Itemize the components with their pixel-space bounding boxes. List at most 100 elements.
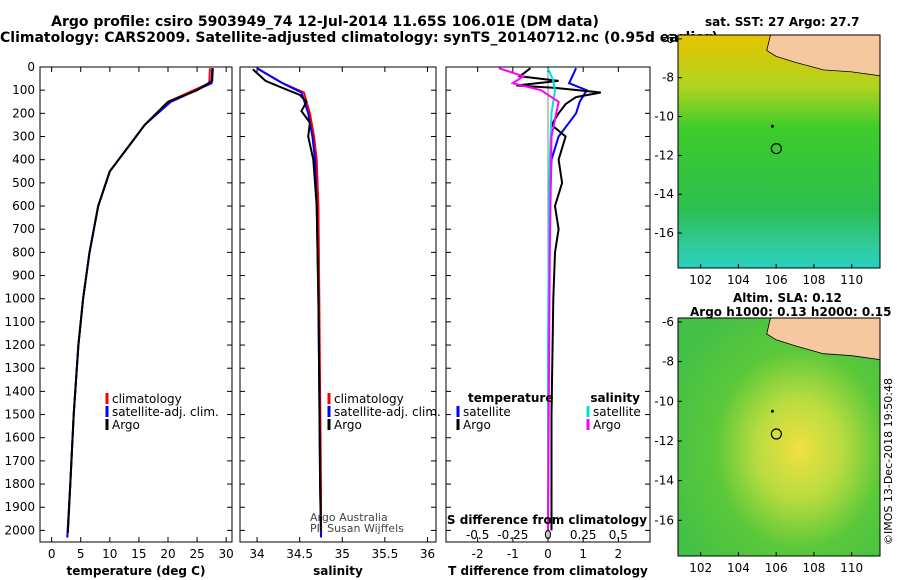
legend-entry-p0: Argo bbox=[112, 418, 140, 432]
y-tick-label: 1200 bbox=[4, 338, 35, 352]
series-line-p1-1 bbox=[256, 67, 322, 538]
series-line-p0-2 bbox=[66, 68, 214, 533]
x-tick-label: 35.5 bbox=[372, 547, 399, 561]
y-tick-label: 1400 bbox=[4, 384, 35, 398]
y-tick-label: 2000 bbox=[4, 523, 35, 537]
map-field bbox=[678, 35, 880, 268]
legend-s-argo: Argo bbox=[593, 418, 621, 432]
map-panel-0 bbox=[677, 34, 881, 269]
x-tick-label: 15 bbox=[131, 547, 146, 561]
map-y-tick-label: -14 bbox=[654, 474, 674, 488]
map-x-tick-label: 108 bbox=[802, 273, 825, 287]
x-axis-label: T difference from climatology bbox=[448, 564, 648, 578]
argo-position-marker bbox=[770, 142, 782, 155]
x-tick-label: 1 bbox=[579, 547, 587, 561]
y-tick-label: 1700 bbox=[4, 454, 35, 468]
map-y-tick-label: -12 bbox=[654, 434, 674, 448]
legend-header-temperature: temperature bbox=[468, 391, 553, 405]
secondary-x-axis-label: S difference from climatology bbox=[447, 513, 647, 527]
legend-entry-p1: Argo bbox=[334, 418, 362, 432]
map-y-tick-label: -12 bbox=[654, 148, 674, 162]
y-tick-label: 300 bbox=[12, 130, 35, 144]
map-x-tick-label: 106 bbox=[765, 561, 788, 575]
map-x-tick-label: 104 bbox=[727, 273, 750, 287]
series-line-p1-0 bbox=[256, 67, 322, 538]
secondary-x-tick-label: -0.25 bbox=[497, 528, 528, 542]
secondary-x-tick-label: 0 bbox=[544, 528, 552, 542]
legend-entry-p0: satellite-adj. clim. bbox=[112, 405, 219, 419]
x-tick-label: 35 bbox=[335, 547, 350, 561]
axes-frame-1 bbox=[239, 66, 437, 543]
map-field bbox=[678, 318, 880, 556]
legend-entry-p1: satellite-adj. clim. bbox=[334, 405, 441, 419]
map-x-tick-label: 110 bbox=[840, 273, 863, 287]
y-tick-label: 600 bbox=[12, 199, 35, 213]
x-tick-label: 20 bbox=[160, 547, 175, 561]
x-tick-label: 30 bbox=[219, 547, 234, 561]
x-tick-label: 0 bbox=[48, 547, 56, 561]
x-tick-label: 0 bbox=[544, 547, 552, 561]
title-line-2: Climatology: CARS2009. Satellite-adjuste… bbox=[0, 30, 718, 46]
map-x-tick-label: 110 bbox=[840, 561, 863, 575]
legend-entry-p1: climatology bbox=[334, 392, 404, 406]
y-tick-label: 0 bbox=[27, 60, 35, 74]
map-x-tick-label: 102 bbox=[689, 561, 712, 575]
x-tick-label: 36 bbox=[420, 547, 435, 561]
map-x-tick-label: 104 bbox=[727, 561, 750, 575]
map-y-tick-label: -8 bbox=[662, 71, 674, 85]
map-y-tick-label: -16 bbox=[654, 513, 674, 527]
legend-t-argo: Argo bbox=[463, 418, 491, 432]
map-top-title: sat. SST: 27 Argo: 27.7 bbox=[705, 15, 860, 29]
series-line-p2-3 bbox=[498, 67, 560, 531]
x-tick-label: 25 bbox=[189, 547, 204, 561]
x-tick-label: 34 bbox=[249, 547, 264, 561]
y-tick-label: 1000 bbox=[4, 292, 35, 306]
y-tick-label: 500 bbox=[12, 176, 35, 190]
axes-frame-0 bbox=[39, 66, 233, 543]
y-tick-label: 1800 bbox=[4, 477, 35, 491]
map-y-tick-label: -16 bbox=[654, 226, 674, 240]
legend-s-satellite: satellite bbox=[593, 405, 641, 419]
argo-position-marker bbox=[770, 428, 782, 440]
map-y-tick-label: -14 bbox=[654, 187, 674, 201]
map-bottom-title-2: Argo h1000: 0.13 h2000: 0.15 bbox=[690, 305, 892, 319]
y-tick-label: 1500 bbox=[4, 408, 35, 422]
credit-pi: PI: Susan Wijffels bbox=[310, 522, 404, 535]
map-frame bbox=[677, 34, 881, 269]
credit-argo-australia: Argo Australia bbox=[310, 511, 388, 524]
series-line-p1-2 bbox=[252, 68, 322, 531]
y-tick-label: 800 bbox=[12, 245, 35, 259]
map-bottom-title-1: Altim. SLA: 0.12 bbox=[733, 291, 842, 305]
legend-entry-p0: climatology bbox=[112, 392, 182, 406]
series-line-p0-1 bbox=[66, 68, 214, 538]
x-tick-label: 5 bbox=[77, 547, 85, 561]
x-tick-label: -1 bbox=[507, 547, 519, 561]
series-line-p0-0 bbox=[66, 68, 211, 538]
y-tick-label: 400 bbox=[12, 153, 35, 167]
map-y-tick-label: -6 bbox=[662, 32, 674, 46]
y-tick-label: 200 bbox=[12, 106, 35, 120]
x-tick-label: 2 bbox=[615, 547, 623, 561]
y-tick-label: 100 bbox=[12, 83, 35, 97]
map-x-tick-label: 108 bbox=[802, 561, 825, 575]
map-panel-1 bbox=[677, 317, 881, 557]
x-axis-label: temperature (deg C) bbox=[67, 564, 206, 578]
y-tick-label: 1900 bbox=[4, 500, 35, 514]
previous-position-marker bbox=[770, 409, 774, 413]
secondary-x-tick-label: -0.5 bbox=[466, 528, 489, 542]
map-y-tick-label: -8 bbox=[662, 355, 674, 369]
y-tick-label: 1100 bbox=[4, 315, 35, 329]
y-tick-label: 900 bbox=[12, 269, 35, 283]
y-tick-label: 700 bbox=[12, 222, 35, 236]
secondary-x-tick-label: 0.5 bbox=[609, 528, 628, 542]
legend-header-salinity: salinity bbox=[590, 391, 640, 405]
map-frame bbox=[677, 317, 881, 557]
map-y-tick-label: -10 bbox=[654, 110, 674, 124]
x-axis-label: salinity bbox=[313, 564, 363, 578]
previous-position-marker bbox=[770, 124, 774, 128]
x-tick-label: 10 bbox=[102, 547, 117, 561]
legend-t-satellite: satellite bbox=[463, 405, 511, 419]
map-x-tick-label: 102 bbox=[689, 273, 712, 287]
map-y-tick-label: -10 bbox=[654, 394, 674, 408]
